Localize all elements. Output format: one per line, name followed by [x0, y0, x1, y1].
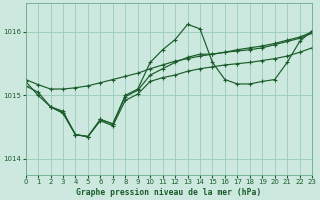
X-axis label: Graphe pression niveau de la mer (hPa): Graphe pression niveau de la mer (hPa)	[76, 188, 261, 197]
